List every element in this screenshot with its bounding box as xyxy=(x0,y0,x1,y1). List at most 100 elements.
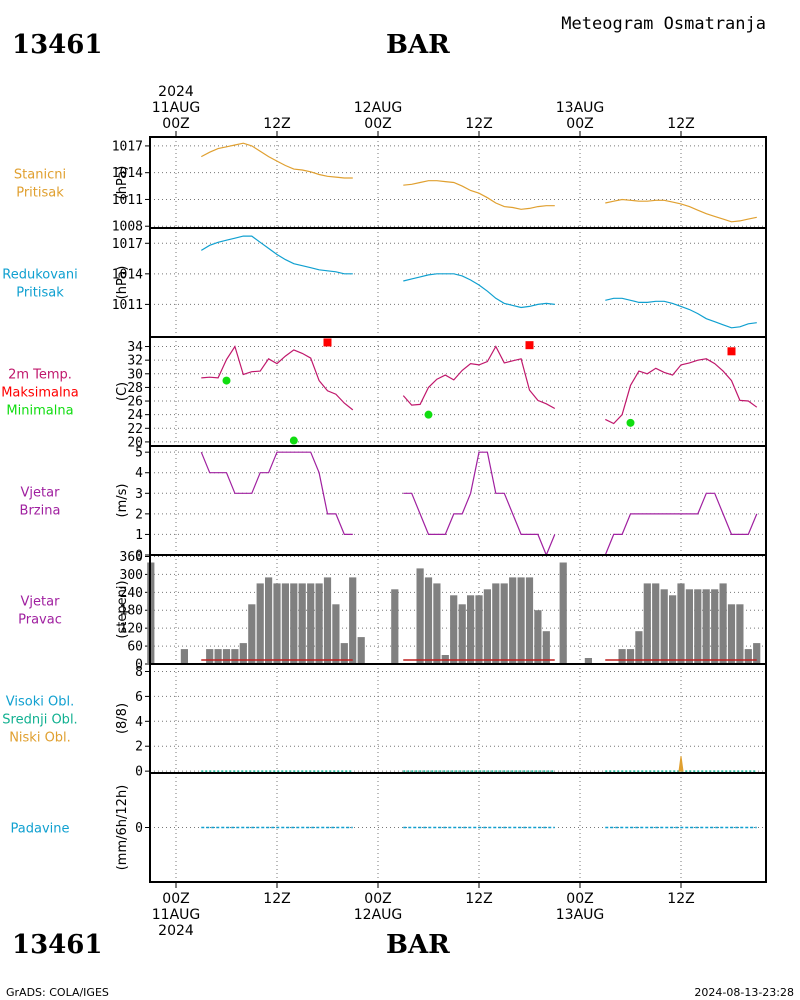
station-id-top: 13461 xyxy=(12,30,103,60)
station-id-bottom: 13461 xyxy=(12,930,103,960)
wind-direction-bar xyxy=(248,604,256,664)
y-tick-label: 20 xyxy=(127,435,143,450)
wind-direction-bar xyxy=(273,583,281,664)
y-axis-label: (m/s) xyxy=(115,484,130,518)
wind-direction-bar xyxy=(744,649,752,664)
y-tick-label: 28 xyxy=(127,381,143,396)
wind-direction-bar xyxy=(534,610,542,664)
bottom-time-label: 13AUG xyxy=(556,907,605,923)
series-line-reduced_pressure xyxy=(605,297,757,329)
series-line-reduced_pressure xyxy=(403,273,555,309)
max-temp-point xyxy=(525,341,534,350)
y-tick-label: 0 xyxy=(135,821,143,836)
bottom-time-label: 00Z xyxy=(566,891,593,907)
y-tick-label: 1014 xyxy=(112,166,143,181)
legend-label: Visoki Obl. xyxy=(6,695,74,710)
wind-direction-bar xyxy=(323,577,332,664)
wind-direction-bar xyxy=(433,583,441,664)
top-time-label: 00Z xyxy=(566,116,593,132)
wind-direction-bar xyxy=(265,577,273,664)
bottom-time-label: 12Z xyxy=(465,891,492,907)
panel-frame xyxy=(149,336,767,447)
wind-direction-bar xyxy=(652,583,660,664)
wind-direction-bar xyxy=(669,595,677,664)
legend-label: Srednji Obl. xyxy=(2,713,77,728)
y-tick-label: 4 xyxy=(135,715,143,730)
wind-direction-bar xyxy=(635,631,643,664)
wind-direction-bar xyxy=(256,583,264,664)
y-tick-label: 120 xyxy=(120,622,143,637)
y-tick-label: 240 xyxy=(120,586,143,601)
wind-direction-bar xyxy=(214,649,222,664)
y-axis-label: (hPa) xyxy=(115,266,130,300)
panel-frame xyxy=(149,227,767,338)
wind-direction-bar xyxy=(222,649,231,664)
panel-temperature xyxy=(145,336,767,447)
wind-direction-bar xyxy=(618,649,626,664)
top-time-label: 12Z xyxy=(465,116,492,132)
y-axis-label: (stepeni) xyxy=(115,580,130,638)
wind-direction-bar xyxy=(483,589,491,664)
series-line-station_pressure xyxy=(403,180,555,210)
legend-label: 2m Temp. xyxy=(8,368,72,383)
wind-direction-bar xyxy=(467,595,475,664)
wind-direction-bar xyxy=(525,577,534,664)
min-temp-point xyxy=(222,376,231,385)
y-tick-label: 8 xyxy=(135,665,143,680)
wind-direction-bar xyxy=(424,577,433,664)
wind-direction-bar xyxy=(643,583,651,664)
panel-frame xyxy=(149,772,767,883)
panel-frame xyxy=(149,663,767,774)
y-tick-label: 3 xyxy=(135,487,143,502)
series-line-wind_speed xyxy=(200,451,353,536)
station-name-top: BAR xyxy=(386,30,450,60)
min-temp-point xyxy=(424,410,433,419)
y-tick-label: 0 xyxy=(135,658,143,673)
wind-direction-bar xyxy=(660,589,668,664)
wind-direction-bar xyxy=(290,583,298,664)
legend-label: Stanicni xyxy=(14,168,66,183)
y-tick-label: 4 xyxy=(135,466,143,481)
bottom-time-label: 11AUG xyxy=(152,907,201,923)
chart-title: Meteogram Osmatranja xyxy=(561,14,766,34)
bottom-time-label: 12AUG xyxy=(354,907,403,923)
panel-precipitation xyxy=(145,772,767,883)
wind-direction-bar xyxy=(702,589,710,664)
y-tick-label: 180 xyxy=(120,604,143,619)
y-axis-label: (hPa) xyxy=(115,166,130,200)
panel-wind_direction xyxy=(145,554,767,665)
wind-direction-bar xyxy=(315,583,323,664)
top-time-label: 12AUG xyxy=(354,100,403,116)
panel-frame xyxy=(149,445,767,556)
wind-direction-bar xyxy=(416,568,424,664)
y-tick-label: 22 xyxy=(127,422,143,437)
y-tick-label: 1011 xyxy=(112,193,143,208)
y-tick-label: 0 xyxy=(135,765,143,780)
panel-wind_speed xyxy=(145,445,767,557)
y-axis-label: (C) xyxy=(115,382,130,401)
wind-direction-bar xyxy=(357,637,365,664)
wind-direction-bar xyxy=(332,604,340,664)
y-tick-label: 360 xyxy=(120,550,143,565)
y-axis-label: (mm/6h/12h) xyxy=(115,785,130,871)
series-line-reduced_pressure xyxy=(200,235,353,275)
panel-frame xyxy=(149,136,767,229)
bottom-time-label: 00Z xyxy=(364,891,391,907)
wind-direction-bar xyxy=(458,604,466,664)
legend-label: Pravac xyxy=(18,613,62,628)
legend-label: Padavine xyxy=(11,822,70,837)
panel-clouds xyxy=(145,663,767,774)
bottom-time-label: 2024 xyxy=(158,923,194,939)
y-tick-label: 5 xyxy=(135,446,143,461)
series-line-temperature xyxy=(402,345,556,410)
y-tick-label: 0 xyxy=(135,549,143,564)
wind-direction-bar xyxy=(727,604,736,664)
y-tick-label: 30 xyxy=(127,367,143,382)
wind-direction-bar xyxy=(298,583,306,664)
max-temp-point xyxy=(323,338,332,347)
y-tick-label: 6 xyxy=(135,690,143,705)
y-tick-label: 1014 xyxy=(112,267,143,282)
y-tick-label: 34 xyxy=(127,340,143,355)
wind-direction-bar xyxy=(349,577,357,664)
y-tick-label: 32 xyxy=(127,354,143,369)
